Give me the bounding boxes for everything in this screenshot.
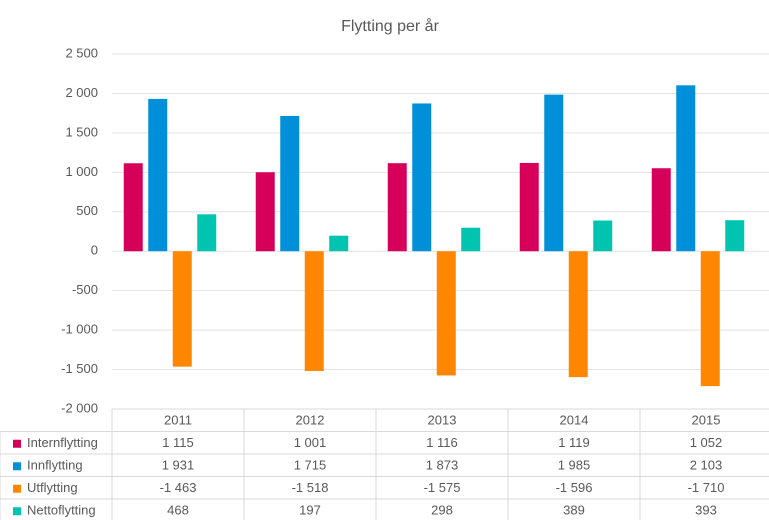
- x-tick-label: 2014: [560, 413, 589, 428]
- y-tick-label: 500: [76, 203, 98, 218]
- legend-swatch: [13, 484, 21, 493]
- y-tick-label: 0: [91, 243, 98, 258]
- table-cell: 1 873: [426, 458, 459, 473]
- legend-swatch: [13, 507, 21, 516]
- table-cell: -1 463: [160, 480, 197, 495]
- bar: [519, 162, 539, 252]
- legend-label: Utflytting: [27, 480, 78, 495]
- table-cell: 468: [167, 503, 189, 518]
- y-tick-label: 1 000: [65, 164, 98, 179]
- table-cell: -1 575: [424, 480, 461, 495]
- table-cell: 393: [695, 503, 717, 518]
- bar: [172, 251, 192, 367]
- table-cell: 1 116: [426, 435, 458, 450]
- y-tick-label: 2 000: [65, 85, 98, 100]
- table-cell: 1 931: [162, 458, 195, 473]
- y-tick-label: 2 500: [65, 45, 98, 60]
- legend-swatch: [13, 439, 21, 448]
- chart-title: Flytting per år: [341, 17, 439, 35]
- y-tick-label: -2 000: [61, 400, 98, 415]
- bar: [304, 251, 324, 371]
- legend-label: Nettoflytting: [27, 503, 96, 518]
- table-cell: 1 115: [162, 435, 194, 450]
- legend-label: Internflytting: [27, 435, 98, 450]
- bar: [329, 235, 349, 252]
- bar: [255, 172, 275, 252]
- x-tick-label: 2011: [164, 413, 192, 428]
- bar: [676, 85, 696, 252]
- y-tick-label: -1 000: [61, 322, 98, 337]
- table-cell: -1 596: [556, 480, 593, 495]
- y-tick-label: -500: [72, 282, 98, 297]
- y-tick-label: -1 500: [61, 361, 98, 376]
- table-cell: 1 119: [558, 435, 590, 450]
- bar: [593, 220, 613, 252]
- bar: [461, 227, 481, 252]
- bar: [197, 214, 217, 252]
- bar: [568, 251, 588, 378]
- table-cell: 389: [563, 503, 585, 518]
- bar: [412, 103, 432, 252]
- bar: [544, 94, 564, 252]
- bar: [148, 98, 168, 252]
- table-cell: 2 103: [690, 458, 723, 473]
- x-tick-label: 2015: [692, 413, 721, 428]
- bar: [387, 163, 407, 252]
- table-cell: 1 985: [558, 458, 591, 473]
- bar: [280, 115, 300, 252]
- legend-swatch: [13, 462, 21, 471]
- y-tick-label: 1 500: [65, 124, 98, 139]
- x-tick-label: 2012: [296, 413, 325, 428]
- table-cell: -1 710: [688, 480, 725, 495]
- legend-label: Innflytting: [27, 458, 83, 473]
- table-cell: 1 001: [294, 435, 327, 450]
- table-cell: 1 715: [294, 458, 327, 473]
- bar: [651, 168, 671, 252]
- x-tick-label: 2013: [428, 413, 457, 428]
- table-cell: -1 518: [292, 480, 329, 495]
- bar: [123, 163, 143, 252]
- table-cell: 197: [299, 503, 321, 518]
- bar: [725, 220, 745, 252]
- bar: [436, 251, 456, 376]
- bar: [700, 251, 720, 387]
- table-cell: 298: [431, 503, 453, 518]
- table-cell: 1 052: [690, 435, 723, 450]
